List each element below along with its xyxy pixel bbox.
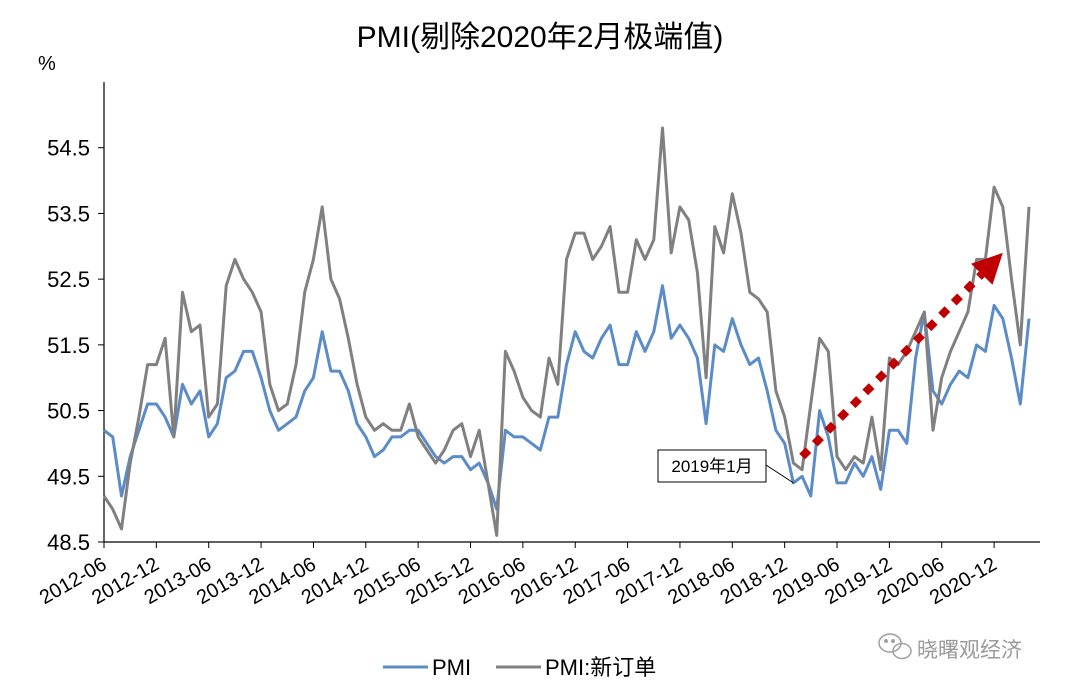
- callout-box: [657, 449, 767, 483]
- y-tick-label: 52.5: [47, 267, 90, 292]
- y-tick-label: 53.5: [47, 201, 90, 226]
- trend-arrow-shaft: [799, 271, 985, 460]
- series-lines: [102, 126, 1031, 537]
- annotations: 2019年1月: [657, 252, 1003, 484]
- legend-label-pmi: PMI: [432, 655, 471, 680]
- series-line-new-orders: [102, 126, 1031, 537]
- watermark-text: 晓曙观经济: [917, 639, 1022, 662]
- y-ticks: 48.5 49.5 50.5 51.5 52.5 53.5 54.5: [47, 136, 104, 555]
- legend-label-new-orders: PMI:新订单: [545, 655, 656, 680]
- y-tick-label: 50.5: [47, 399, 90, 424]
- y-tick-label: 48.5: [47, 530, 90, 555]
- chart-title: PMI(剔除2020年2月极端值): [357, 21, 724, 54]
- callout-label: 2019年1月: [671, 457, 752, 476]
- y-tick-label: 49.5: [47, 464, 90, 489]
- trend-arrow-head: [971, 252, 1003, 285]
- y-unit-label: %: [38, 53, 56, 75]
- callout-leader-line: [765, 464, 794, 484]
- series-line-pmi: [103, 284, 1031, 511]
- legend: PMI PMI:新订单: [383, 655, 656, 680]
- x-ticks: 2012-062012-122013-062013-122014-062014-…: [36, 542, 1001, 609]
- y-tick-label: 51.5: [47, 333, 90, 358]
- wechat-icon: [878, 633, 912, 660]
- watermark: 晓曙观经济: [878, 633, 1022, 662]
- axes: [103, 82, 1040, 543]
- y-tick-label: 54.5: [47, 136, 90, 161]
